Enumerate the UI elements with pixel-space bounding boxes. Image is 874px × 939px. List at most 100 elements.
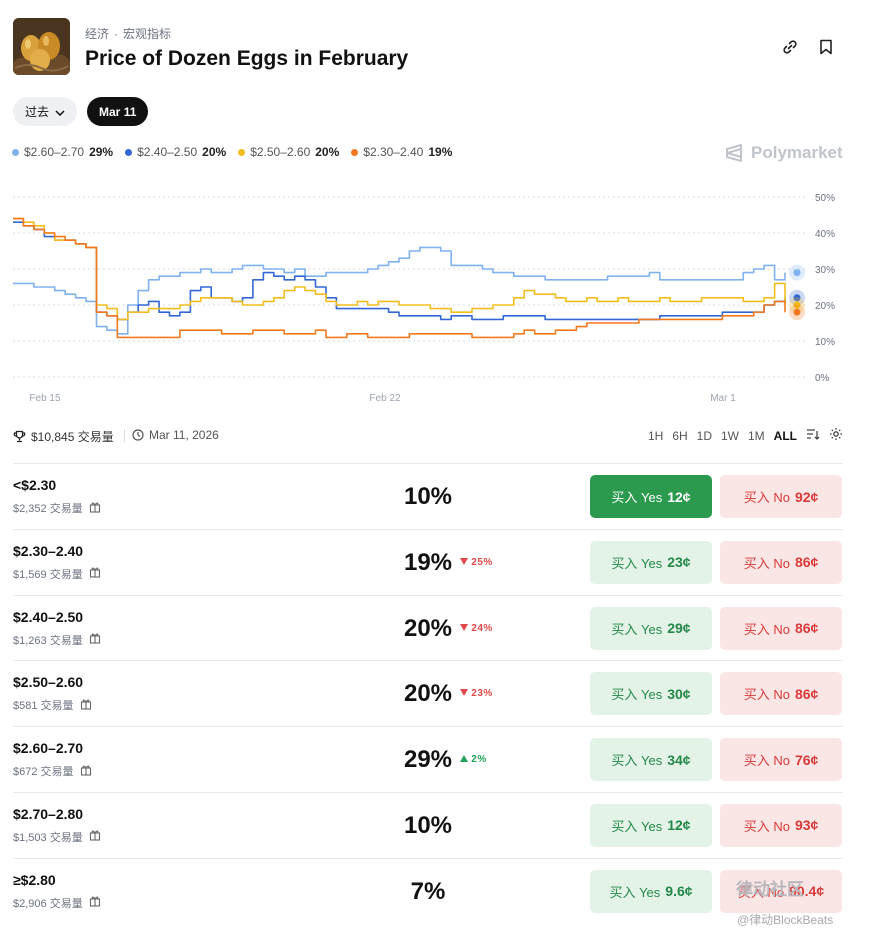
outcome-probability: 29% [403,746,453,774]
breadcrumb-subcategory[interactable]: 宏观指标 [123,27,172,41]
buy-yes-label: 买入 Yes [611,818,663,834]
y-tick-label: 10% [815,337,835,348]
buy-yes-price: 12¢ [667,817,691,834]
sort-icon[interactable] [806,428,820,443]
outcome-probability: 7% [410,877,446,905]
settings-gear-icon[interactable] [829,427,843,444]
market-thumbnail [13,18,70,75]
range-1d[interactable]: 1D [696,428,712,443]
y-tick-label: 30% [815,265,835,276]
buy-no-button[interactable]: 买入 No 90.4¢ [720,869,842,913]
buy-yes-label: 买入 Yes [609,884,661,900]
buy-no-button[interactable]: 买入 No 86¢ [720,672,842,716]
outcome-probability: 10% [403,811,453,839]
outcome-name: <$2.30 [13,477,57,493]
buy-no-button[interactable]: 买入 No 86¢ [720,540,842,584]
gift-icon[interactable] [89,501,101,516]
outcome-row[interactable]: $2.30–2.40 $1,569 交易量 19% 25% 买入 Yes 23¢ … [13,528,843,595]
gift-icon[interactable] [89,566,101,581]
market-header: 经济 · 宏观指标 Price of Dozen Eggs in February [13,18,843,78]
past-dropdown[interactable]: 过去 [13,97,78,126]
trophy-icon [13,430,26,443]
outcome-row[interactable]: $2.50–2.60 $581 交易量 20% 23% 买入 Yes 30¢ 买入… [13,660,843,726]
outcome-volume: $1,569 交易量 [13,566,101,582]
buy-no-price: 76¢ [794,751,819,768]
buy-no-label: 买入 No [743,621,790,637]
outcome-volume-text: $581 交易量 [13,700,74,713]
buy-no-button[interactable]: 买入 No 93¢ [720,803,842,847]
buy-yes-price: 29¢ [667,620,691,637]
outcome-name: $2.40–2.50 [13,608,84,625]
end-date: Mar 11, 2026 [132,428,219,442]
range-1w[interactable]: 1W [721,428,739,443]
x-tick-label: Mar 1 [710,393,736,404]
outcome-volume-text: $672 交易量 [13,766,74,779]
range-1h[interactable]: 1H [647,428,664,443]
buy-yes-label: 买入 Yes [611,621,663,637]
outcome-name: $2.50–2.60 [13,674,84,691]
buy-yes-price: 12¢ [667,488,691,505]
gift-icon[interactable] [89,829,101,844]
buy-yes-button[interactable]: 买入 Yes 12¢ [590,803,712,847]
link-icon[interactable] [779,36,801,58]
outcome-name: ≥$2.80 [13,871,56,888]
outcome-name: $2.70–2.80 [13,805,84,822]
buy-yes-button[interactable]: 买入 Yes 30¢ [590,672,712,716]
watermark-handle: @律动BlockBeats [737,913,834,927]
buy-no-price: 90.4¢ [789,883,825,900]
y-tick-label: 0% [815,373,830,384]
outcome-volume: $1,263 交易量 [13,632,101,648]
y-tick-label: 40% [815,229,835,240]
buy-yes-button[interactable]: 买入 Yes 34¢ [590,738,712,782]
buy-yes-label: 买入 Yes [611,753,663,769]
series-end-point [793,294,801,302]
buy-no-button[interactable]: 买入 No 86¢ [720,606,842,650]
buy-yes-button[interactable]: 买入 Yes 12¢ [590,475,712,518]
x-tick-label: Feb 22 [369,393,401,404]
series-end-point [793,269,801,277]
change-value: 25% [471,556,493,568]
buy-no-price: 92¢ [794,488,819,505]
outcome-volume-text: $2,906 交易量 [13,897,83,910]
gift-icon[interactable] [80,764,92,779]
brand-logo: Polymarket [724,143,843,163]
buy-yes-price: 34¢ [667,751,691,768]
change-badge: 2% [460,754,487,765]
legend-item: $2.60–2.70 29% [12,145,113,159]
bookmark-icon[interactable] [815,36,837,58]
buy-no-button[interactable]: 买入 No 76¢ [720,738,842,782]
gift-icon[interactable] [89,632,101,647]
outcome-row[interactable]: <$2.30 $2,352 交易量 10% 买入 Yes 12¢ 买入 No 92¢ [13,463,843,529]
legend-item: $2.40–2.50 20% [125,145,226,159]
y-tick-label: 20% [815,301,835,312]
breadcrumb-category[interactable]: 经济 [85,27,110,41]
buy-yes-button[interactable]: 买入 Yes 23¢ [590,540,712,584]
buy-no-button[interactable]: 买入 No 92¢ [720,475,842,518]
outcome-row[interactable]: $2.70–2.80 $1,503 交易量 10% 买入 Yes 12¢ 买入 N… [13,791,843,858]
outcome-row[interactable]: $2.40–2.50 $1,263 交易量 20% 24% 买入 Yes 29¢ … [13,594,843,661]
outcome-row[interactable]: $2.60–2.70 $672 交易量 29% 2% 买入 Yes 34¢ 买入 … [13,726,843,792]
divider [124,429,125,442]
arrow-up-icon [460,754,468,765]
series-line [13,217,786,321]
buy-yes-button[interactable]: 买入 Yes 9.6¢ [590,869,712,913]
gift-icon[interactable] [89,895,101,910]
series-line [13,217,786,339]
legend-item: $2.30–2.40 19% [351,145,452,159]
buy-no-price: 86¢ [794,554,819,571]
buy-yes-button[interactable]: 买入 Yes 29¢ [590,606,712,650]
y-tick-label: 50% [815,193,835,204]
outcome-name: $2.30–2.40 [13,542,84,559]
range-all[interactable]: ALL [773,428,797,443]
date-pill-selected[interactable]: Mar 11 [87,97,149,126]
range-1m[interactable]: 1M [748,428,765,443]
buy-no-price: 93¢ [794,817,819,834]
range-selector: 1H 6H 1D 1W 1M ALL [648,427,843,444]
change-value: 24% [471,622,493,634]
range-6h[interactable]: 6H [672,428,688,443]
outcome-name: $2.60–2.70 [13,740,84,757]
price-chart[interactable]: 50% 40% 30% 20% 10% 0% Feb 15 Feb 22 Mar 1 [0,180,874,412]
gift-icon[interactable] [80,698,92,713]
chevron-down-icon [55,105,65,119]
outcome-row[interactable]: ≥$2.80 $2,906 交易量 7% 买入 Yes 9.6¢ 买入 No 90.… [13,857,843,924]
